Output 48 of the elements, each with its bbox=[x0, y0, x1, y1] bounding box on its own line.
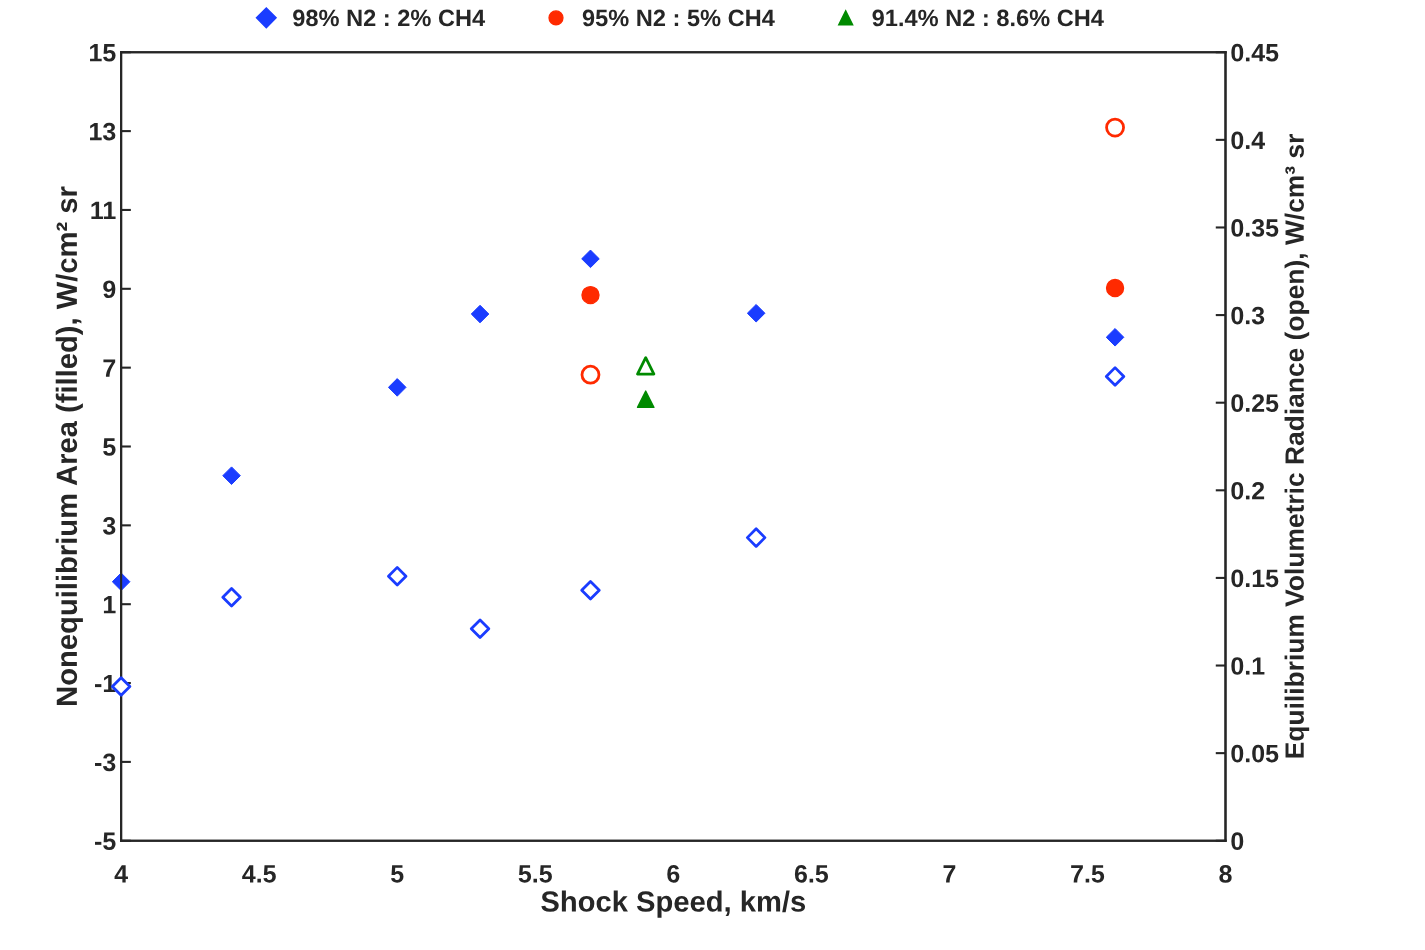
y-tick-label: 1 bbox=[103, 596, 116, 614]
x-tick-label: 5 bbox=[391, 865, 404, 883]
y2-tick-label: 0.45 bbox=[1231, 43, 1279, 62]
point bbox=[636, 390, 655, 409]
point bbox=[636, 356, 656, 376]
y2-tick-label: 0.25 bbox=[1231, 394, 1279, 412]
y2-tick-label: 0.15 bbox=[1231, 569, 1279, 588]
y2-tick-label: 0.2 bbox=[1231, 481, 1265, 500]
x-tick-label: 7 bbox=[943, 865, 956, 883]
y-tick-label: 7 bbox=[103, 359, 116, 377]
point bbox=[1105, 278, 1125, 298]
y2-tick-label: 0.05 bbox=[1231, 744, 1279, 763]
point bbox=[387, 565, 408, 587]
x-tick-label: 4.5 bbox=[242, 865, 276, 883]
y-tick-label: -1 bbox=[95, 674, 116, 693]
y2-axis-title: Equilibrium Volumetric Radiance (open), W/cm³ sr bbox=[1284, 134, 1310, 758]
legend-label: 98% N2 : 2% CH4 bbox=[293, 9, 486, 27]
y-tick-label: -5 bbox=[95, 832, 116, 851]
y-tick-label: 15 bbox=[90, 44, 116, 62]
y-tick-label: 9 bbox=[103, 280, 116, 299]
x-tick-label: 7.5 bbox=[1071, 865, 1105, 883]
y2-tick-label: 0 bbox=[1231, 832, 1244, 851]
y-tick-label: -3 bbox=[95, 753, 116, 772]
y2-tick-label: 0.1 bbox=[1231, 657, 1265, 675]
x-tick-label: 6 bbox=[667, 865, 680, 883]
y2-tick-label: 0.4 bbox=[1231, 131, 1265, 150]
point bbox=[469, 618, 491, 639]
x-axis-title: Shock Speed, km/s bbox=[541, 890, 806, 918]
x-tick-label: 5.5 bbox=[518, 865, 552, 883]
x-tick-label: 8 bbox=[1219, 865, 1232, 883]
x-tick-label: 6.5 bbox=[794, 865, 829, 883]
point bbox=[745, 527, 767, 548]
legend-label: 95% N2 : 5% CH4 bbox=[582, 9, 775, 27]
point bbox=[580, 580, 601, 601]
legend-label: 91.4% N2 : 8.6% CH4 bbox=[872, 9, 1104, 27]
point bbox=[221, 587, 242, 608]
y2-tick-label: 0.35 bbox=[1231, 219, 1279, 237]
y-axis-title: Nonequilibrium Area (filled), W/cm² sr bbox=[55, 186, 83, 705]
y-tick-label: 13 bbox=[90, 122, 116, 141]
y-tick-label: 3 bbox=[102, 516, 116, 535]
point bbox=[580, 364, 601, 385]
point bbox=[1105, 117, 1125, 138]
y2-tick-label: 0.3 bbox=[1231, 306, 1265, 325]
x-tick-label: 4 bbox=[114, 865, 128, 883]
point bbox=[581, 285, 600, 305]
y-tick-label: 5 bbox=[103, 438, 116, 456]
point bbox=[1104, 366, 1126, 387]
y-tick-label: 11 bbox=[91, 201, 116, 220]
